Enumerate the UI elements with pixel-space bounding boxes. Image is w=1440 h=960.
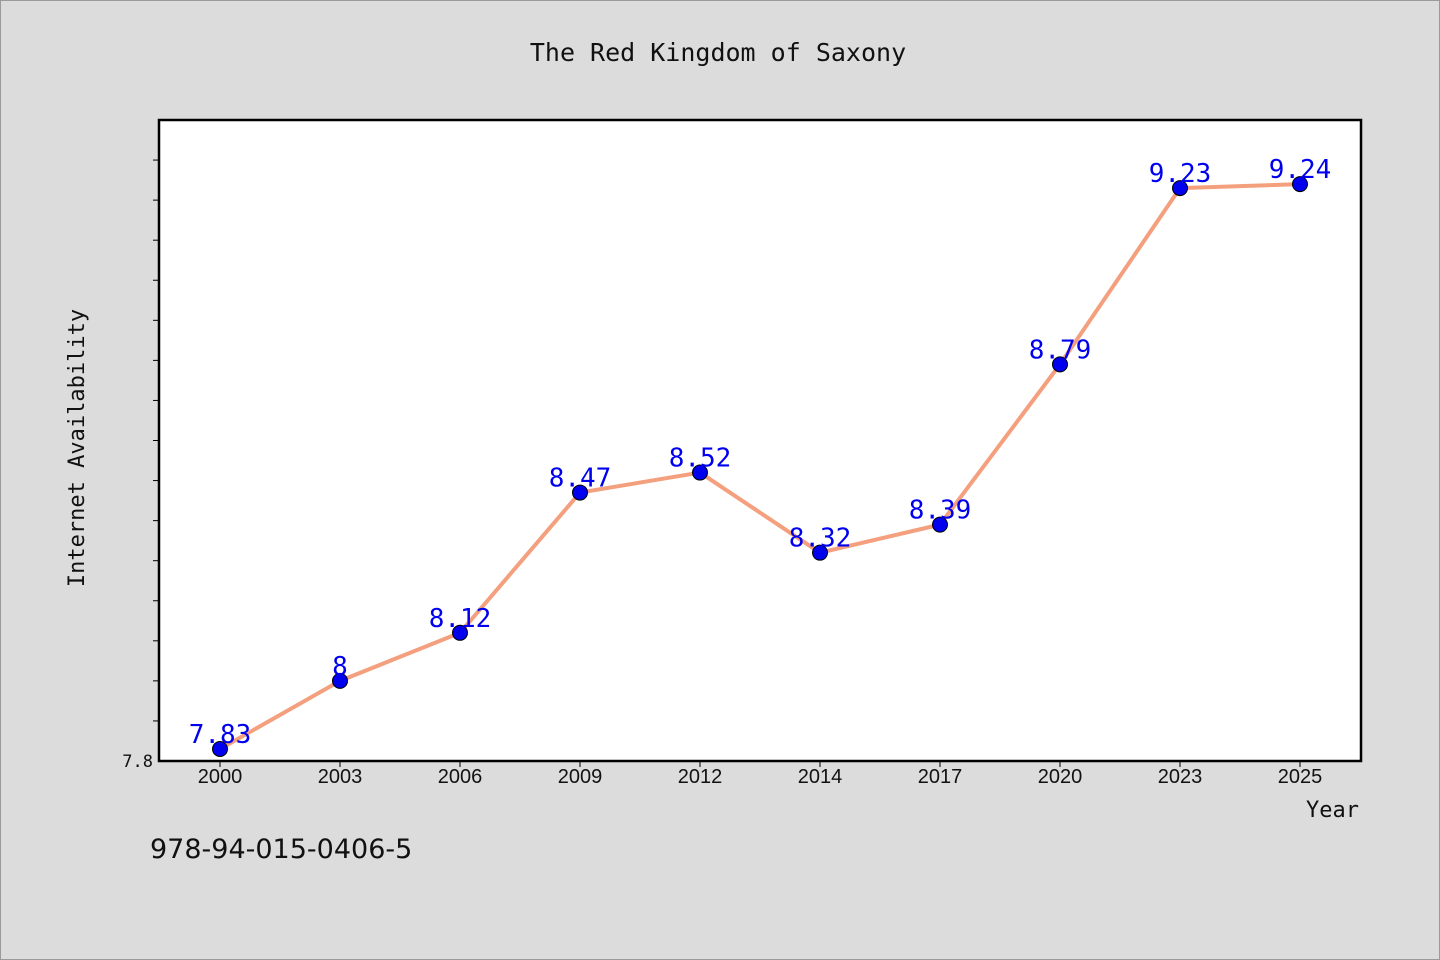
data-point (812, 544, 828, 561)
x-tick-label: 2025 (1278, 766, 1323, 788)
x-axis-ticks: 2000 2003 2006 2009 2012 2014 2017 2020 2023 2025 (198, 761, 1323, 788)
data-label: 8.39 (909, 496, 972, 526)
data-label: 8.12 (429, 604, 492, 634)
x-tick-label: 2020 (1038, 766, 1083, 788)
x-tick-label: 2017 (918, 766, 963, 788)
data-label: 8.32 (789, 524, 852, 554)
x-tick-label: 2006 (438, 766, 483, 788)
data-label: 9.23 (1149, 159, 1212, 189)
data-point (212, 740, 228, 757)
y-axis-ticks (153, 159, 159, 722)
x-axis-label: Year (1306, 798, 1359, 823)
x-tick-label: 2009 (558, 766, 603, 788)
data-label: 8.79 (1029, 335, 1092, 365)
data-point (1052, 356, 1068, 373)
chart-title: The Red Kingdom of Saxony (530, 38, 906, 67)
x-tick-label: 2012 (678, 766, 723, 788)
data-label: 8.52 (669, 444, 732, 474)
data-point (572, 484, 588, 501)
isbn-text: 978-94-015-0406-5 (150, 834, 413, 865)
data-point (1172, 180, 1188, 197)
data-point (332, 672, 348, 689)
data-point (1292, 176, 1308, 193)
series-line (219, 182, 1301, 751)
x-tick-label: 2014 (798, 766, 843, 788)
plot-area (157, 118, 1363, 763)
data-label: 7.83 (189, 720, 252, 750)
x-tick-label: 2023 (1158, 766, 1203, 788)
data-label: 8 (332, 652, 348, 682)
y-axis-label: Internet Availability (65, 309, 90, 587)
data-label: 8.47 (549, 464, 612, 494)
data-point (932, 516, 948, 533)
x-tick-label: 2000 (198, 766, 243, 788)
series-layer: 7.83 8 8.12 8.47 8.52 8.32 8.39 8.79 9.23 9.24 (189, 155, 1332, 757)
data-point (452, 624, 468, 641)
y-tick-label: 7.8 (122, 752, 153, 772)
data-label: 9.24 (1269, 155, 1332, 185)
data-point (692, 464, 708, 481)
x-tick-label: 2003 (318, 766, 363, 788)
